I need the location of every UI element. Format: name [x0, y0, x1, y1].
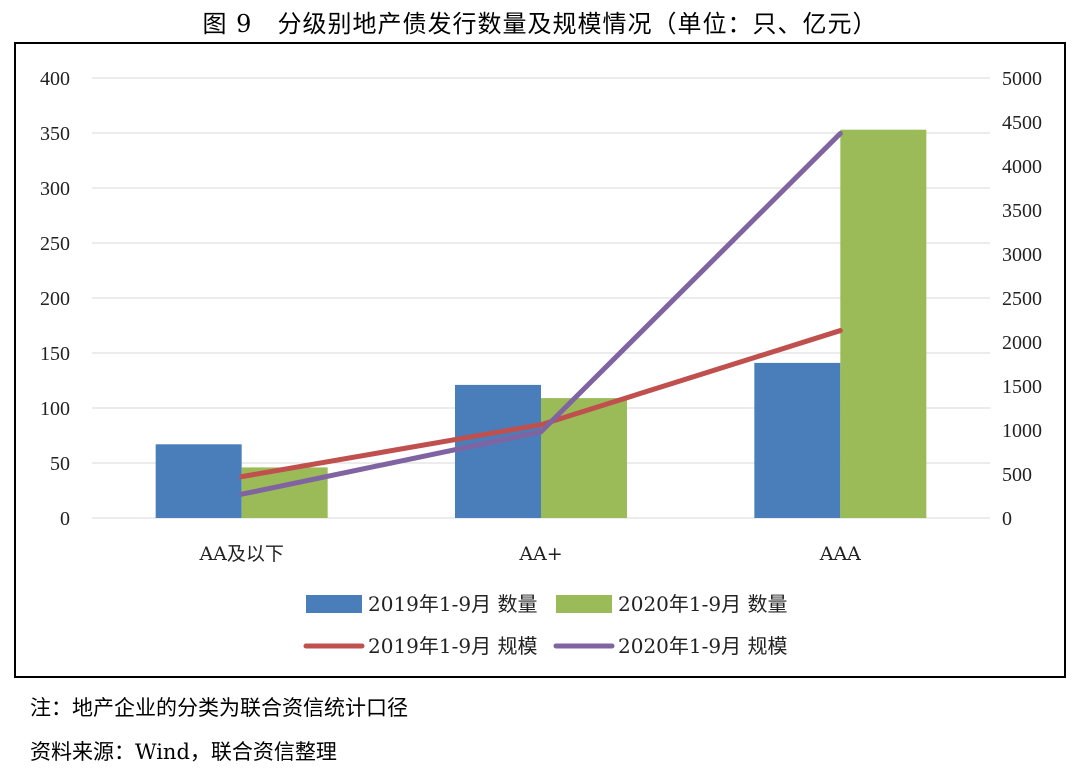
chart-title: 图 9 分级别地产债发行数量及规模情况（单位：只、亿元） — [202, 10, 878, 38]
right-tick-label: 5000 — [1002, 68, 1042, 90]
legend-swatch — [306, 595, 362, 613]
legend-label: 2020年1-9月 规模 — [618, 634, 787, 658]
legend-label: 2019年1-9月 数量 — [368, 592, 537, 616]
left-tick-label: 350 — [40, 123, 70, 145]
line-2019 — [239, 328, 843, 480]
footnote: 注：地产企业的分类为联合资信统计口径 — [30, 696, 408, 720]
right-tick-label: 2000 — [1002, 332, 1042, 354]
left-tick-label: 0 — [60, 508, 70, 530]
left-axis-ticks: 0 50 100 150 200 250 300 350 400 — [40, 68, 70, 530]
bar-2020 — [840, 129, 927, 518]
legend: 2019年1-9月 数量 2020年1-9月 数量 2019年1-9月 规模 2020… — [303, 592, 787, 658]
legend-label: 2020年1-9月 数量 — [618, 592, 787, 616]
left-tick-label: 50 — [50, 453, 70, 475]
category-label: AA及以下 — [198, 543, 283, 565]
chart-frame: 0 50 100 150 200 250 300 350 400 0 500 1000 1500 200… — [14, 42, 1066, 678]
left-tick-label: 150 — [40, 343, 70, 365]
right-tick-label: 1500 — [1002, 376, 1042, 398]
right-tick-label: 500 — [1002, 464, 1032, 486]
left-tick-label: 300 — [40, 178, 70, 200]
combo-chart: 0 50 100 150 200 250 300 350 400 0 500 1000 1500 200… — [40, 68, 1042, 658]
right-tick-label: 1000 — [1002, 420, 1042, 442]
right-tick-label: 0 — [1002, 508, 1012, 530]
left-tick-label: 250 — [40, 233, 70, 255]
right-tick-label: 4000 — [1002, 156, 1042, 178]
category-label: AA+ — [518, 543, 562, 565]
right-tick-label: 4500 — [1002, 112, 1042, 134]
bar-2019 — [455, 384, 541, 518]
left-tick-label: 100 — [40, 398, 70, 420]
bars — [155, 129, 927, 518]
bar-2019 — [754, 362, 841, 518]
right-axis-ticks: 0 500 1000 1500 2000 2500 3000 3500 4000 4500 5000 — [1002, 68, 1042, 530]
left-tick-label: 400 — [40, 68, 70, 90]
legend-label: 2019年1-9月 规模 — [368, 634, 537, 658]
lines — [239, 130, 843, 497]
right-tick-label: 2500 — [1002, 288, 1042, 310]
bar-2019 — [155, 444, 242, 518]
right-tick-label: 3500 — [1002, 200, 1042, 222]
category-label: AAA — [819, 543, 861, 565]
source-note: 资料来源：Wind，联合资信整理 — [30, 740, 337, 764]
legend-swatch — [556, 595, 612, 613]
right-tick-label: 3000 — [1002, 244, 1042, 266]
left-tick-label: 200 — [40, 288, 70, 310]
line-2020 — [239, 130, 843, 497]
category-axis: AA及以下 AA+ AAA — [198, 543, 861, 565]
